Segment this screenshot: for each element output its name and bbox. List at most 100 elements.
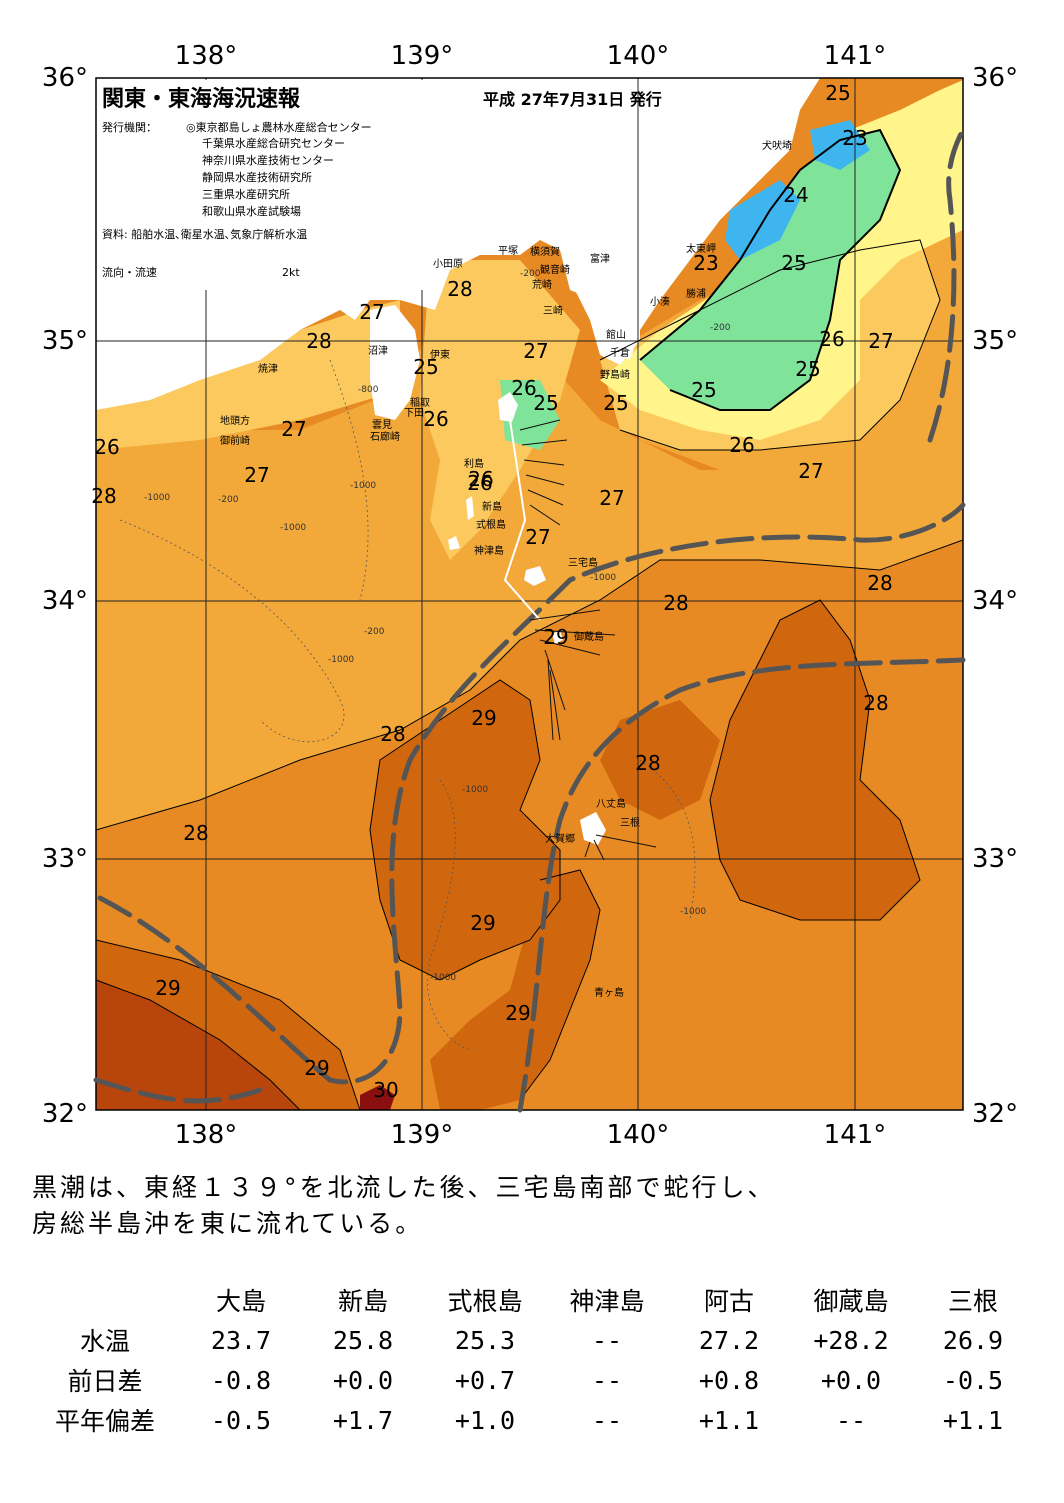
lon-bottom-139: 139° [391,1120,454,1150]
place-kannonzaki: 観音崎 [540,263,570,276]
isotherm-25 [639,128,902,411]
kuroshio-axis-north [927,127,966,443]
place-okago: 大賀郷 [545,832,575,845]
zone-29-east [710,600,920,920]
iso-label: 29 [505,1001,530,1025]
station-header: 式根島 [447,1287,523,1316]
table-cell: +1.7 [332,1405,394,1435]
iso-label: 23 [842,126,867,150]
table-cell: -- [591,1365,623,1395]
iso-label: 29 [543,625,568,649]
zone-29-mid [600,700,720,820]
station-header: 新島 [337,1287,388,1316]
row-label: 前日差 [67,1367,143,1396]
iso-label: 27 [868,329,893,353]
station-header: 阿古 [703,1287,754,1316]
legend-speed: 2kt [282,266,300,279]
iso-label: 26 [819,327,844,351]
iso-label: 26 [423,407,448,431]
place-names: 犬吠埼 太東岬 勝浦 小湊 富津 館山 千倉 野島崎 横須賀 観音崎 荒崎 三崎… [220,139,792,999]
iso-label: 25 [533,391,558,415]
place-odawara: 小田原 [433,258,463,270]
depth-label: -1000 [280,523,306,533]
place-aogashima: 青ヶ島 [594,986,624,999]
place-niijima: 新島 [482,500,502,513]
zone-23 [725,180,800,260]
iso-label: 25 [795,357,820,381]
place-miyakejima: 三宅島 [568,556,598,569]
depth-contours [119,359,696,1051]
table-row: 前日差 -0.8 +0.0 +0.7 -- +0.8 +0.0 -0.5 [30,1360,1034,1400]
lat-right-35: 35° [972,326,1018,356]
isotherm-28-c [95,939,361,1111]
iso-label: 28 [635,751,660,775]
lat-right-32: 32° [972,1099,1018,1129]
table-cell: 27.2 [698,1325,760,1355]
place-arasaki: 荒崎 [532,278,552,291]
table-cell: -- [835,1405,867,1435]
iso-label: 27 [281,417,306,441]
place-taitomisaki: 太東岬 [686,242,716,255]
zone-29-center [370,680,560,980]
table-cell: -0.5 [942,1365,1004,1395]
current-vector-group-c [584,834,657,861]
place-mikurajima: 御蔵島 [574,630,604,643]
isotherm-29 [95,979,301,1111]
land-kozushima [448,536,460,550]
place-katsuura: 勝浦 [686,287,706,300]
iso-label: 28 [863,691,888,715]
lat-right-36: 36° [972,63,1018,93]
land-hachijojima [580,812,606,845]
lon-top-141: 141° [824,41,887,71]
station-header: 神津島 [569,1287,645,1316]
depth-contour-1000-c [639,759,696,921]
table-cell: +1.1 [942,1405,1004,1435]
iso-label: 26 [729,433,754,457]
table-header-row: 大島 新島 式根島 神津島 阿古 御蔵島 三根 [30,1280,1034,1320]
iso-label: 28 [380,722,405,746]
row-label: 平年偏差 [54,1407,155,1436]
place-hiratsuka: 平塚 [498,245,518,257]
table-cell: +1.0 [454,1405,516,1435]
table-cell: 26.9 [942,1325,1004,1355]
iso-label: 29 [470,911,495,935]
iso-label: 28 [306,329,331,353]
station-header: 大島 [215,1287,266,1316]
header-box [98,80,428,290]
table-cell: -- [591,1405,623,1435]
land-oshima [498,392,518,422]
lat-right-34: 34° [972,586,1018,616]
isotherm-lines [95,128,964,1111]
depth-label: -200 [218,495,239,505]
isotherm-28-a [369,679,561,981]
isotherm-26 [599,239,941,451]
lat-left-35: 35° [42,326,88,356]
land-miyakejima [524,566,546,586]
depth-labels: -200 -800 -1000 -200 -1000 -1000 -1000 -… [144,269,731,983]
table-cell: +0.8 [698,1365,760,1395]
place-yaizu: 焼津 [258,363,278,375]
place-mitsune: 三根 [620,816,640,829]
place-futtsu: 富津 [590,252,610,265]
iso-label: 24 [783,183,808,207]
station-header: 御蔵島 [813,1287,889,1316]
depth-label: -1000 [430,973,456,983]
lon-bottom-141: 141° [824,1120,887,1150]
table-cell: 25.3 [454,1325,516,1355]
publisher-2: 千葉県水産総合研究センター [202,136,345,150]
iso-label: 27 [599,486,624,510]
place-kominato: 小湊 [650,295,670,308]
place-chikura: 千倉 [610,346,630,359]
zone-26-west [96,300,400,450]
iso-label: 25 [603,391,628,415]
place-omaezaki: 御前崎 [220,434,250,447]
place-tateyama: 館山 [606,328,626,341]
isotherm-28-b [709,599,921,921]
row-label: 水温 [79,1327,130,1356]
publisher-3: 神奈川県水産技術センター [202,153,334,167]
iso-label: 28 [447,277,472,301]
table-cell: +0.0 [332,1365,394,1395]
table-cell: 25.8 [332,1325,394,1355]
publisher-label: 発行機関： [102,120,157,134]
place-kozushima: 神津島 [474,544,504,557]
